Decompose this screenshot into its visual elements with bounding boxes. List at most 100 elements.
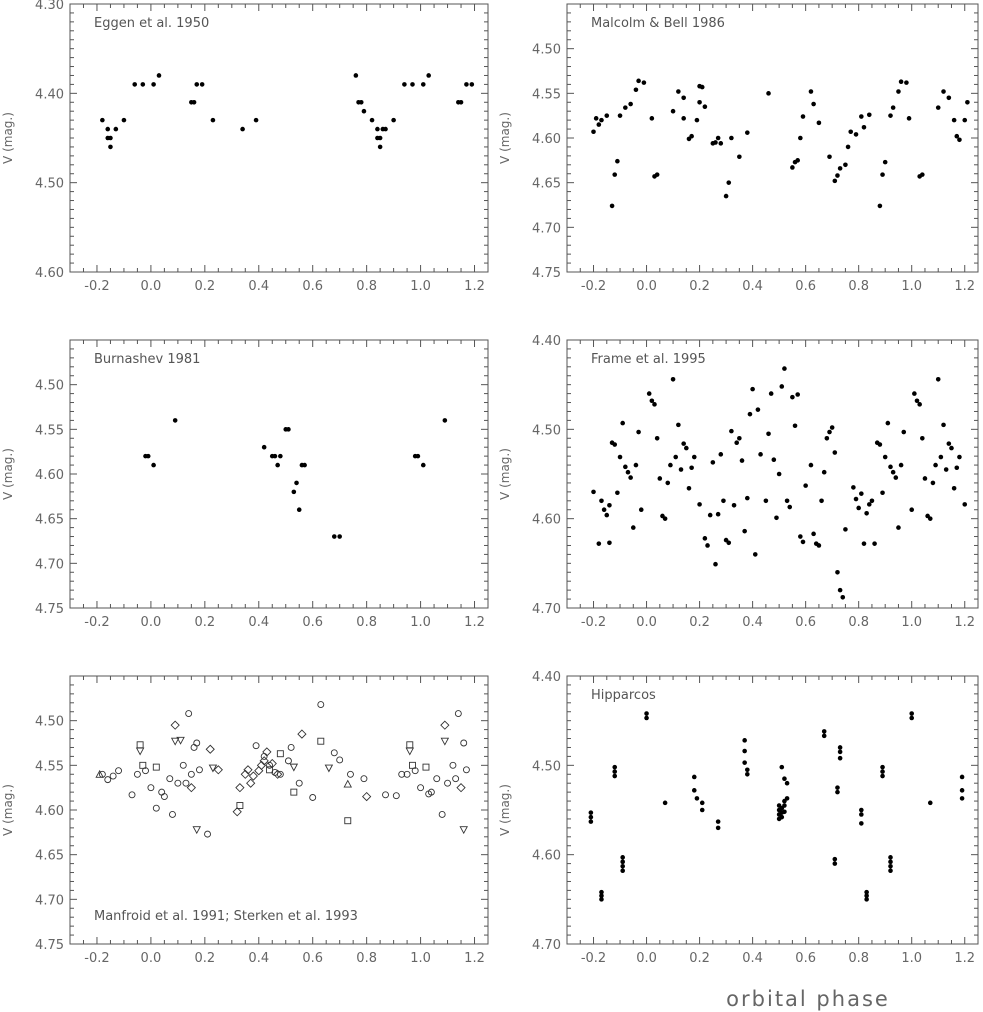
y-tick-label: 4.70 bbox=[532, 938, 561, 953]
data-point-dot bbox=[691, 454, 697, 460]
data-point-square bbox=[344, 817, 352, 825]
data-point-dot bbox=[649, 116, 655, 121]
data-point-dot bbox=[713, 561, 718, 567]
data-point-dot bbox=[896, 89, 901, 94]
data-point-dot bbox=[885, 420, 891, 426]
data-point-dot bbox=[864, 511, 869, 516]
data-point-dot bbox=[880, 773, 885, 779]
data-point-dot bbox=[779, 384, 785, 389]
data-point-dot bbox=[609, 203, 615, 209]
y-tick-label: 4.65 bbox=[35, 849, 64, 864]
data-point-square bbox=[422, 763, 430, 771]
data-point-dot bbox=[697, 502, 702, 507]
data-point-dot bbox=[821, 469, 827, 475]
data-point-dot bbox=[832, 178, 838, 184]
data-point-diamond bbox=[262, 747, 272, 757]
y-tick-label: 4.60 bbox=[532, 132, 561, 147]
data-point-dot bbox=[641, 80, 647, 85]
data-point-dot bbox=[108, 135, 113, 141]
data-point-dot bbox=[369, 117, 375, 123]
data-point-dot bbox=[888, 859, 893, 865]
data-point-dot bbox=[795, 158, 800, 163]
data-point-circle bbox=[398, 770, 406, 778]
data-point-diamond bbox=[254, 766, 264, 776]
data-point-dot bbox=[620, 420, 625, 426]
data-point-dot bbox=[758, 452, 763, 457]
data-point-dot bbox=[890, 105, 896, 110]
data-point-square bbox=[276, 750, 284, 758]
data-point-dot bbox=[890, 469, 896, 475]
data-point-dot bbox=[615, 490, 620, 496]
data-point-dot bbox=[798, 135, 803, 141]
data-point-circle bbox=[169, 811, 176, 818]
data-point-dot bbox=[898, 79, 904, 85]
data-point-dot bbox=[617, 113, 623, 118]
data-point-dot bbox=[140, 82, 146, 87]
data-point-dot bbox=[710, 460, 716, 465]
y-tick-label: 4.40 bbox=[35, 87, 64, 102]
plot-frame bbox=[566, 3, 979, 273]
data-point-dot bbox=[151, 462, 156, 468]
data-point-dot bbox=[768, 391, 774, 396]
data-point-dot bbox=[715, 511, 721, 517]
data-point-dot bbox=[620, 855, 625, 860]
data-point-dot bbox=[745, 771, 750, 777]
data-point-dot bbox=[591, 489, 596, 495]
data-point-dot bbox=[599, 889, 604, 895]
data-point-dot bbox=[377, 144, 383, 150]
data-point-square bbox=[266, 766, 274, 774]
data-point-dot bbox=[848, 129, 854, 135]
y-tick-label: 4.75 bbox=[532, 266, 561, 281]
data-point-dot bbox=[811, 101, 816, 107]
data-point-dot bbox=[612, 442, 618, 447]
data-point-dot bbox=[771, 457, 777, 463]
data-point-circle bbox=[309, 794, 317, 801]
x-tick-label: 1.2 bbox=[464, 615, 485, 630]
data-point-dot bbox=[835, 569, 840, 575]
data-point-dot bbox=[599, 117, 604, 123]
data-point-triangle-down bbox=[440, 737, 450, 746]
data-point-circle bbox=[179, 761, 187, 769]
data-point-dot bbox=[742, 738, 747, 743]
data-point-dot bbox=[442, 418, 448, 423]
data-point-dot bbox=[935, 105, 941, 110]
data-point-dot bbox=[240, 126, 245, 132]
data-point-dot bbox=[699, 807, 705, 813]
data-point-circle bbox=[317, 701, 325, 709]
data-point-dot bbox=[896, 525, 901, 530]
data-point-circle bbox=[104, 776, 112, 784]
data-point-circle bbox=[109, 772, 117, 780]
data-point-circle bbox=[195, 766, 203, 774]
data-point-dot bbox=[927, 800, 933, 806]
data-point-dot bbox=[827, 429, 832, 435]
data-point-triangle-down bbox=[405, 747, 415, 756]
data-point-dot bbox=[729, 135, 734, 141]
data-point-dot bbox=[718, 141, 724, 146]
data-point-dot bbox=[275, 462, 280, 468]
data-point-dot bbox=[784, 780, 790, 786]
data-point-dot bbox=[612, 172, 618, 177]
x-tick-label: 0.4 bbox=[742, 279, 763, 294]
x-tick-label: 0.6 bbox=[302, 279, 323, 294]
data-point-dot bbox=[946, 95, 952, 101]
x-tick-label: 0.2 bbox=[194, 279, 215, 294]
x-tick-label: 1.0 bbox=[901, 951, 922, 966]
data-point-dot bbox=[880, 172, 885, 177]
panel-malcolm-bell: Malcolm & Bell 1986 V (mag.) -0.2 0.0 0.2 0.4… bbox=[498, 3, 979, 294]
x-tick-label: 0.6 bbox=[795, 279, 816, 294]
data-point-dot bbox=[869, 498, 875, 504]
data-point-dot bbox=[750, 386, 755, 392]
data-point-dot bbox=[676, 89, 681, 94]
data-point-dot bbox=[909, 507, 915, 513]
x-tick-label: 0.8 bbox=[356, 615, 377, 630]
data-point-dot bbox=[864, 889, 869, 895]
data-point-dot bbox=[726, 180, 732, 185]
data-point-dot bbox=[959, 788, 965, 793]
data-point-circle bbox=[160, 793, 168, 801]
data-point-dot bbox=[199, 82, 205, 87]
data-point-dot bbox=[702, 536, 708, 541]
data-point-dot bbox=[105, 126, 111, 132]
y-tick-label: 4.55 bbox=[532, 87, 561, 102]
data-point-dot bbox=[713, 140, 718, 145]
data-point-dot bbox=[721, 498, 726, 504]
